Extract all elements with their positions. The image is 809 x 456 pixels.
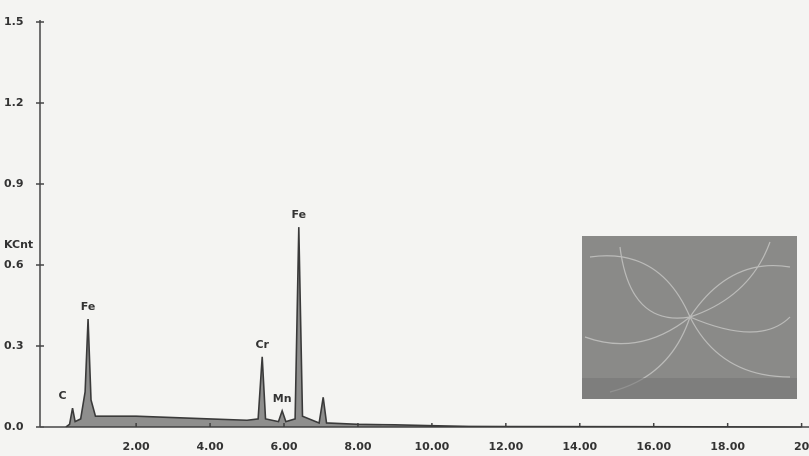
x-tick-label: 18.00 xyxy=(710,440,745,453)
y-tick-label: 1.5 xyxy=(4,15,24,28)
x-tick-label: 10.00 xyxy=(414,440,449,453)
x-tick-label: 12.00 xyxy=(488,440,523,453)
peak-label: Fe xyxy=(292,208,307,221)
x-tick-label: 14.00 xyxy=(562,440,597,453)
y-tick-label: 0.0 xyxy=(4,420,24,433)
x-tick-label: 8.00 xyxy=(344,440,371,453)
peak-label: C xyxy=(58,389,66,402)
x-tick-label: 2.00 xyxy=(123,440,150,453)
y-tick-label: 0.3 xyxy=(4,339,24,352)
x-tick-label: 4.00 xyxy=(196,440,223,453)
x-tick-label: 6.00 xyxy=(270,440,297,453)
y-tick-label: 0.6 xyxy=(4,258,24,271)
y-tick-label: 0.9 xyxy=(4,177,24,190)
y-axis-label: KCnt xyxy=(4,238,33,251)
sem-inset xyxy=(582,236,797,399)
peak-label: Fe xyxy=(81,300,96,313)
x-tick-label: 20 xyxy=(794,440,809,453)
peak-label: Cr xyxy=(255,338,269,351)
spectrum xyxy=(65,227,802,428)
y-tick-label: 1.2 xyxy=(4,96,24,109)
peak-label: Mn xyxy=(273,392,292,405)
x-tick-label: 16.00 xyxy=(636,440,671,453)
